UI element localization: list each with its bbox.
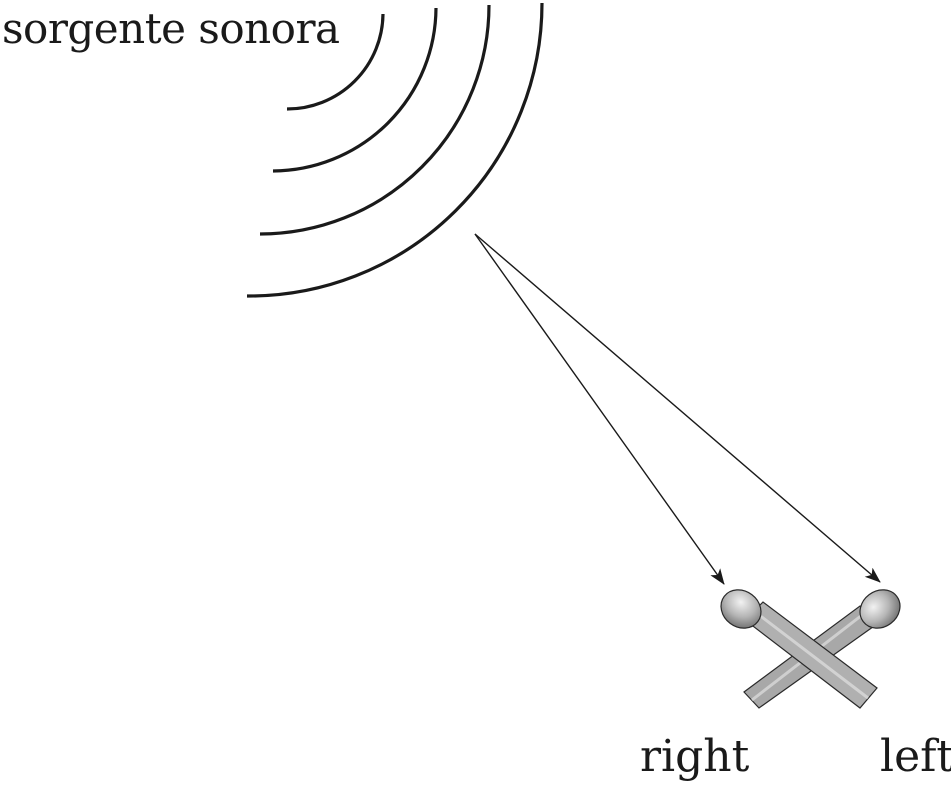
sound-path-arrows <box>474 233 881 585</box>
crossed-microphones-icon <box>720 589 901 709</box>
left-mic-label: left <box>880 731 951 782</box>
wave-arc-3 <box>259 4 491 236</box>
left-mic-head-icon <box>859 589 901 629</box>
right-mic-head-icon <box>720 589 762 629</box>
arrow-to-left-mic <box>474 233 881 583</box>
right-mic-label: right <box>640 731 750 782</box>
wave-arc-2 <box>272 7 438 173</box>
sound-wave-arcs-icon <box>246 2 544 298</box>
source-label: sorgente sonora <box>2 4 340 53</box>
wave-arc-1 <box>286 13 385 111</box>
wave-arc-4 <box>246 2 544 298</box>
arrow-to-right-mic <box>474 233 725 585</box>
